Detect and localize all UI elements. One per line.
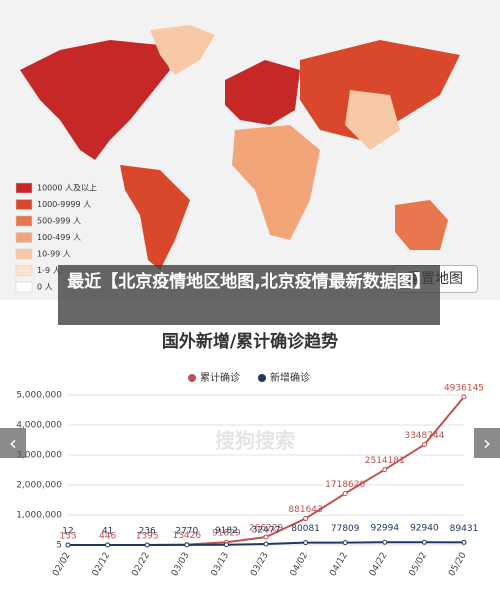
- data-point: [342, 490, 348, 496]
- x-tick-label: 04/22: [368, 551, 390, 578]
- legend-swatch: [15, 248, 33, 260]
- data-label: 80081: [291, 524, 320, 534]
- legend-label: 100-499 人: [37, 233, 81, 242]
- data-label: 446: [99, 531, 116, 541]
- x-tick-label: 03/23: [249, 551, 271, 578]
- data-label: 2514181: [365, 456, 405, 466]
- data-label: 92994: [370, 524, 399, 534]
- y-tick-label: 5: [56, 541, 62, 551]
- europe: [225, 60, 300, 125]
- y-tick-label: 3,000,000: [16, 451, 62, 461]
- south-america: [120, 165, 190, 270]
- data-label: 32477: [252, 526, 281, 536]
- legend-swatch: [15, 232, 33, 243]
- data-label: 41: [102, 526, 113, 536]
- greenland: [150, 25, 215, 75]
- caption: 最近【北京疫情地区地图,北京疫情最新数据图】: [58, 265, 440, 325]
- world-map: 10000 人及以上 1000-9999 人 500-999 人 100-499 人 1…: [0, 0, 500, 300]
- x-tick-label: 04/12: [328, 551, 350, 578]
- legend-swatch: [15, 199, 33, 210]
- data-label: 9182: [215, 526, 238, 536]
- x-tick-label: 05/20: [447, 551, 469, 579]
- legend-label: 10000 人及以上: [37, 184, 97, 193]
- data-point: [263, 541, 269, 547]
- data-point: [382, 539, 388, 545]
- data-label: 1395: [136, 531, 159, 541]
- y-tick-label: 1,000,000: [16, 511, 62, 521]
- data-point: [421, 442, 427, 448]
- legend-label: 1000-9999 人: [37, 200, 91, 209]
- data-point: [382, 467, 388, 473]
- data-label: 881643: [288, 505, 322, 515]
- legend-marker: [188, 374, 196, 382]
- chart-title: 国外新增/累计确诊趋势: [162, 331, 338, 352]
- legend-swatch: [15, 215, 33, 227]
- legend-label: 10-99 人: [37, 250, 71, 259]
- legend-label: 0 人: [37, 283, 53, 292]
- data-point: [105, 542, 111, 548]
- australia: [395, 200, 448, 250]
- x-tick-label: 04/02: [289, 551, 311, 578]
- data-point: [263, 534, 269, 540]
- china: [345, 90, 400, 150]
- y-tick-label: 4,000,000: [16, 421, 62, 431]
- data-label: 4936145: [444, 383, 484, 393]
- legend-swatch: [15, 182, 33, 194]
- africa: [232, 125, 320, 240]
- data-point: [144, 542, 150, 548]
- data-label: 91829: [212, 529, 241, 539]
- x-tick-label: 02/12: [91, 551, 113, 578]
- data-label: 3348744: [404, 431, 444, 441]
- data-point: [184, 542, 190, 548]
- next-arrow[interactable]: ›: [474, 428, 500, 458]
- y-tick-label: 2,000,000: [16, 481, 62, 491]
- data-label: 236: [139, 526, 156, 536]
- data-point: [65, 542, 71, 548]
- data-label: 12: [62, 526, 73, 536]
- data-label: 153: [59, 531, 76, 541]
- data-point: [461, 394, 467, 400]
- data-label: 2770: [175, 526, 198, 536]
- data-label: 92940: [410, 524, 439, 534]
- legend-marker: [258, 374, 266, 382]
- legend-swatch: [15, 265, 33, 276]
- data-point: [421, 539, 427, 545]
- y-tick-label: 5,000,000: [16, 391, 62, 401]
- data-point: [461, 539, 467, 545]
- legend-label: 新增确诊: [270, 371, 310, 384]
- data-label: 266229: [249, 524, 284, 534]
- legend-label: 500-999 人: [37, 217, 81, 226]
- data-label: 13426: [172, 531, 201, 541]
- watermark: 搜狗搜索: [215, 429, 295, 453]
- data-point: [303, 540, 309, 546]
- data-point: [303, 516, 309, 522]
- x-tick-label: 03/03: [170, 551, 192, 578]
- legend-label: 累计确诊: [200, 371, 240, 384]
- asia: [300, 40, 460, 140]
- x-tick-label: 02/22: [130, 551, 152, 578]
- chart: 国外新增/累计确诊趋势 搜狗搜索 5 1,000,000 2,000,000 3,00…: [16, 331, 484, 579]
- legend-label: 1-9 人: [37, 266, 61, 275]
- x-tick-label: 02/02: [51, 551, 73, 578]
- data-point: [342, 540, 348, 546]
- x-tick-label: 03/13: [210, 551, 232, 578]
- data-label: 89431: [450, 524, 479, 534]
- data-point: [223, 542, 229, 548]
- legend-swatch: [15, 281, 33, 293]
- x-tick-label: 05/02: [408, 551, 430, 578]
- data-label: 77809: [331, 524, 360, 534]
- prev-arrow[interactable]: ‹: [0, 428, 26, 458]
- north-america: [20, 40, 170, 160]
- data-label: 1718620: [325, 480, 365, 490]
